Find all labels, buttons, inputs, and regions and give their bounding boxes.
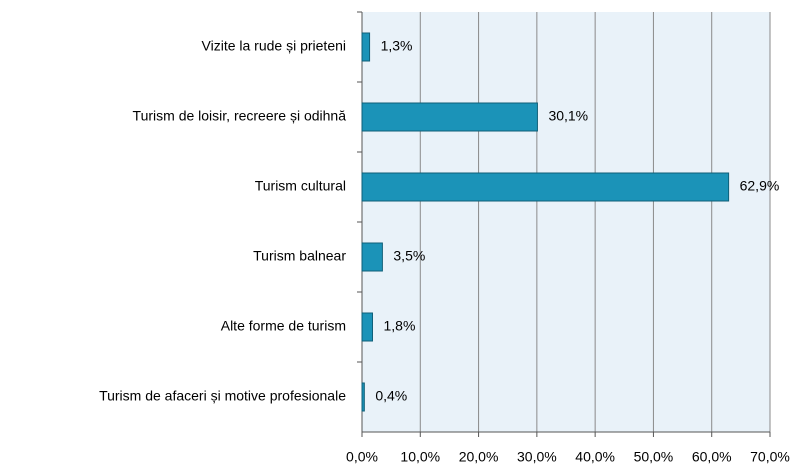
bar [361,242,383,272]
x-tick-label: 60,0% [692,449,732,465]
y-tick-label: Turism balnear [253,248,346,264]
y-tick-label: Vizite la rude și prieteni [202,38,346,54]
bar [361,312,373,342]
y-tick-label: Turism de loisir, recreere și odihnă [133,108,347,124]
bar [361,172,730,202]
bar [361,32,371,62]
data-label: 30,1% [548,108,588,124]
data-label: 0,4% [375,388,407,404]
x-tick-label: 10,0% [400,449,440,465]
data-label: 3,5% [393,248,425,264]
bar [361,382,365,412]
bar [361,102,538,132]
y-tick-label: Turism cultural [255,178,346,194]
y-tick-label: Alte forme de turism [221,318,346,334]
plot-area [362,12,770,432]
data-label: 1,3% [381,38,413,54]
x-tick-label: 40,0% [575,449,615,465]
x-tick-label: 50,0% [634,449,674,465]
data-label: 1,8% [383,318,415,334]
x-tick-label: 20,0% [459,449,499,465]
y-tick-label: Turism de afaceri și motive profesionale [99,388,346,404]
data-label: 62,9% [740,178,780,194]
x-tick-label: 70,0% [750,449,790,465]
x-tick-label: 30,0% [517,449,557,465]
x-tick-label: 0,0% [346,449,378,465]
